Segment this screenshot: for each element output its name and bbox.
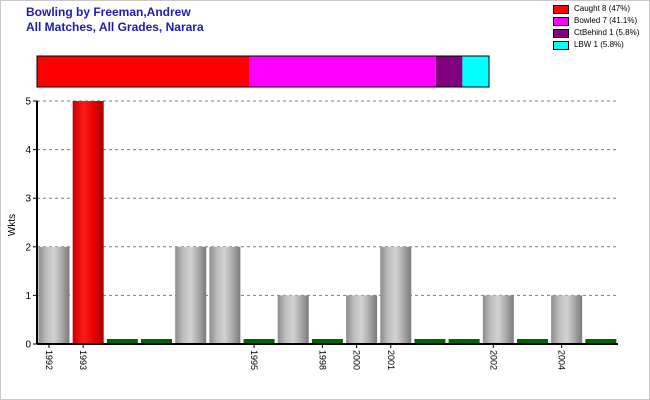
y-tick-label: 0 bbox=[25, 340, 31, 351]
bar-3 bbox=[141, 339, 173, 344]
x-tick-label: 2001 bbox=[386, 350, 396, 370]
bar-7 bbox=[277, 295, 309, 344]
chart-title: Bowling by Freeman,Andrew bbox=[26, 5, 191, 19]
y-tick-label: 4 bbox=[25, 145, 31, 156]
y-axis-label: Wkts bbox=[7, 214, 18, 236]
axes: 0 1 2 3 4 5 1992 1993 1995 1998 2000 2001 2002 2004 bbox=[25, 97, 618, 370]
bar-13 bbox=[482, 295, 514, 344]
bar-8 bbox=[311, 339, 343, 344]
legend-swatch-bowled bbox=[553, 17, 569, 26]
bars bbox=[38, 101, 617, 344]
x-tick-label: 1995 bbox=[249, 350, 259, 370]
x-tick-label: 2000 bbox=[352, 350, 362, 370]
bar-6 bbox=[243, 339, 275, 344]
legend-swatch-lbw bbox=[553, 41, 569, 50]
bar-16 bbox=[585, 339, 617, 344]
legend-swatch-caught bbox=[553, 5, 569, 14]
legend-label-bowled: Bowled 7 (41.1%) bbox=[574, 16, 638, 25]
y-tick-label: 2 bbox=[25, 242, 31, 253]
bar-0 bbox=[38, 246, 70, 344]
y-tick-label: 1 bbox=[25, 291, 31, 302]
y-tick-label: 5 bbox=[25, 97, 31, 108]
stack-outline bbox=[36, 55, 490, 88]
x-tick-label: 1992 bbox=[44, 350, 54, 370]
stack-segment-0 bbox=[37, 56, 250, 87]
bar-15 bbox=[551, 295, 583, 344]
bar-4 bbox=[175, 246, 207, 344]
bar-10 bbox=[380, 246, 412, 344]
legend-label-lbw: LBW 1 (5.8%) bbox=[574, 40, 624, 49]
bar-1 bbox=[72, 101, 104, 344]
bar-2 bbox=[106, 339, 138, 344]
x-tick-label: 2004 bbox=[557, 350, 567, 370]
stack-segment-1 bbox=[249, 56, 436, 87]
grid bbox=[37, 100, 618, 296]
bar-11 bbox=[414, 339, 446, 344]
bar-14 bbox=[516, 339, 548, 344]
stack-segment-3 bbox=[462, 56, 489, 87]
chart-subtitle: All Matches, All Grades, Narara bbox=[26, 20, 204, 34]
y-tick-label: 3 bbox=[25, 194, 31, 205]
legend-swatch-ctbehind bbox=[553, 29, 569, 38]
bar-9 bbox=[346, 295, 378, 344]
x-tick-label: 1993 bbox=[78, 350, 88, 370]
bar-12 bbox=[448, 339, 480, 344]
x-tick-label: 1998 bbox=[317, 350, 327, 370]
bar-5 bbox=[209, 246, 241, 344]
legend-label-caught: Caught 8 (47%) bbox=[574, 4, 631, 13]
legend-label-ctbehind: CtBehind 1 (5.8%) bbox=[574, 28, 640, 37]
stack-segment-2 bbox=[435, 56, 463, 87]
stacked-bar bbox=[36, 55, 490, 88]
x-tick-label: 2002 bbox=[488, 350, 498, 370]
